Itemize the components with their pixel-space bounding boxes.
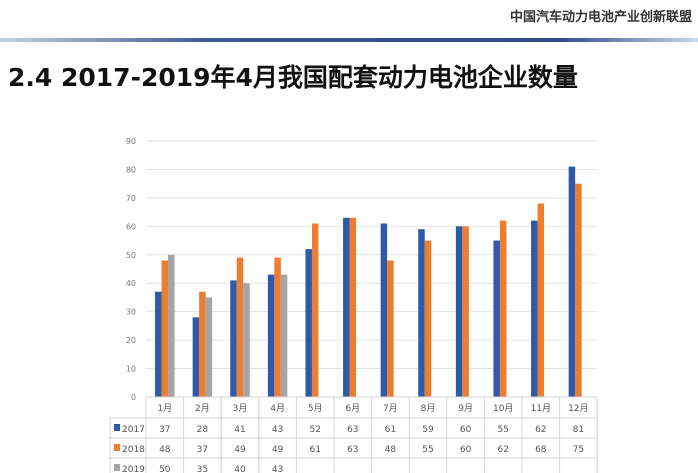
- legend-swatch-2017: [114, 424, 120, 431]
- bar-2019: [280, 274, 288, 397]
- data-label: 62: [535, 425, 546, 435]
- data-label: 59: [422, 425, 434, 435]
- data-label: 43: [272, 425, 283, 435]
- bar-2018: [161, 260, 169, 397]
- y-tick-label: 40: [126, 279, 136, 288]
- bar-2017: [531, 220, 538, 397]
- y-tick-label: 70: [126, 194, 136, 203]
- data-label: 75: [573, 445, 584, 455]
- data-label: 55: [497, 425, 508, 435]
- bar-2017: [493, 240, 500, 397]
- data-label: 49: [234, 445, 246, 455]
- bar-2018: [274, 257, 281, 397]
- x-category-label: 6月: [345, 403, 360, 414]
- bar-2017: [230, 280, 237, 397]
- bar-2017: [455, 226, 463, 397]
- data-label: 52: [309, 425, 320, 435]
- x-category-label: 5月: [308, 403, 323, 414]
- x-category-label: 9月: [458, 403, 473, 414]
- y-tick-label: 50: [126, 251, 136, 260]
- x-category-label: 1月: [157, 403, 172, 414]
- x-category-label: 3月: [233, 403, 248, 414]
- bar-2018: [575, 183, 582, 397]
- bar-2017: [418, 229, 425, 397]
- y-tick-label: 20: [126, 336, 136, 345]
- x-category-label: 12月: [568, 403, 588, 414]
- bar-2019: [205, 297, 213, 397]
- data-label: 37: [159, 425, 170, 435]
- legend-label: 2018: [122, 445, 145, 455]
- bar-2018: [236, 257, 244, 397]
- bar-2018: [537, 203, 545, 397]
- bar-2018: [311, 223, 319, 397]
- data-label: 61: [309, 445, 320, 455]
- data-label: 61: [385, 425, 396, 435]
- slide-title: 2.4 2017-2019年4月我国配套动力电池企业数量: [8, 63, 578, 92]
- bar-2017: [267, 274, 275, 397]
- legend-label: 2017: [122, 425, 145, 435]
- organization-name: 中国汽车动力电池产业创新联盟: [509, 10, 692, 25]
- x-category-label: 8月: [421, 403, 436, 414]
- x-category-label: 2月: [195, 403, 210, 414]
- data-label: 35: [197, 465, 208, 473]
- data-label: 48: [159, 445, 171, 455]
- bar-2019: [243, 283, 250, 397]
- bar-2017: [343, 217, 350, 397]
- y-tick-label: 10: [126, 365, 136, 374]
- bar-2018: [199, 291, 206, 397]
- bar-2018: [499, 220, 507, 397]
- y-tick-label: 30: [126, 308, 136, 317]
- bar-2017: [568, 166, 576, 397]
- y-tick-label: 80: [126, 165, 136, 174]
- bar-2018: [349, 217, 357, 397]
- bar-2017: [192, 317, 200, 397]
- bar-2018: [462, 226, 469, 397]
- data-label: 81: [573, 425, 584, 435]
- data-label: 63: [347, 445, 358, 455]
- data-label: 55: [422, 445, 433, 455]
- data-label: 62: [497, 445, 508, 455]
- data-label: 40: [234, 465, 246, 473]
- legend-label: 2019: [122, 465, 145, 473]
- data-label: 49: [272, 445, 284, 455]
- y-tick-label: 0: [131, 393, 136, 402]
- data-label: 43: [272, 465, 283, 473]
- legend-swatch-2018: [114, 444, 120, 451]
- x-category-label: 7月: [383, 403, 398, 414]
- data-label: 28: [197, 425, 209, 435]
- x-category-label: 10月: [493, 403, 513, 414]
- bar-2019: [168, 254, 175, 397]
- x-category-label: 11月: [531, 403, 551, 414]
- bar-2018: [387, 260, 394, 397]
- data-label: 50: [159, 465, 171, 473]
- data-label: 37: [197, 445, 208, 455]
- data-label: 60: [460, 445, 472, 455]
- data-label: 48: [385, 445, 397, 455]
- legend-swatch-2019: [114, 464, 120, 471]
- data-label: 41: [234, 425, 245, 435]
- header-divider: [0, 38, 698, 42]
- y-tick-label: 90: [126, 137, 136, 146]
- bar-2018: [424, 240, 432, 397]
- bar-2017: [155, 291, 162, 397]
- x-category-label: 4月: [270, 403, 285, 414]
- bar-2017: [380, 223, 388, 397]
- data-label: 63: [347, 425, 358, 435]
- data-label: 68: [535, 445, 547, 455]
- data-label: 60: [460, 425, 472, 435]
- bar-2017: [305, 249, 312, 397]
- y-tick-label: 60: [126, 222, 136, 231]
